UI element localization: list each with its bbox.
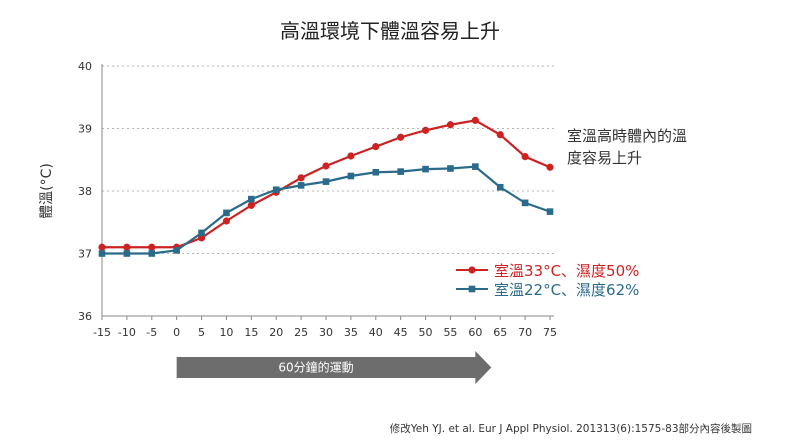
exercise-arrow-shape xyxy=(176,351,492,384)
x-tick-label-15: 15 xyxy=(244,326,258,339)
y-tick-label-39: 39 xyxy=(78,123,92,136)
series-1-point xyxy=(546,163,554,171)
x-tick-label-75: 75 xyxy=(543,326,557,339)
gridlines xyxy=(102,65,554,254)
legend-label-1: 室溫33°C、濕度50% xyxy=(494,262,639,280)
x-tick-label--15: -15 xyxy=(93,326,111,339)
citation: 修改Yeh YJ. et al. Eur J Appl Physiol. 201… xyxy=(390,422,752,435)
series-2-point xyxy=(447,165,454,172)
x-tick-label-50: 50 xyxy=(419,326,433,339)
exercise-arrow-label: 60分鐘的運動 xyxy=(278,360,353,375)
series-1-point xyxy=(98,243,106,251)
y-tick-label-36: 36 xyxy=(78,310,92,323)
series-1-point xyxy=(496,131,504,139)
x-axis-ticks: -15 -10 -5 0 5 10 15 20 25 30 35 40 45 50 55 60 65 70 75 xyxy=(93,316,557,339)
x-tick-label-10: 10 xyxy=(219,326,233,339)
series-1-point xyxy=(322,162,330,170)
series-1-point xyxy=(123,243,131,251)
series-2-point xyxy=(248,195,255,203)
series-1-point xyxy=(372,143,380,151)
series-1-point xyxy=(521,153,529,161)
series-2-point xyxy=(546,208,554,215)
x-tick-label-55: 55 xyxy=(443,326,457,339)
y-tick-label-37: 37 xyxy=(78,248,92,261)
series-2-point xyxy=(148,250,156,257)
x-tick-label-20: 20 xyxy=(269,326,283,339)
x-tick-label-65: 65 xyxy=(493,326,507,339)
x-tick-label-5: 5 xyxy=(198,326,205,339)
series-2-point xyxy=(123,250,131,257)
x-tick-label-40: 40 xyxy=(369,326,383,339)
series-2-point xyxy=(223,209,230,217)
series-2-point xyxy=(422,165,429,173)
series-2-point xyxy=(98,250,106,257)
series-2-point xyxy=(397,168,404,175)
y-tick-label-40: 40 xyxy=(78,60,92,73)
series-1-point xyxy=(222,217,231,225)
series-1-point xyxy=(347,152,355,160)
series-1-point xyxy=(446,121,455,129)
series-2-point xyxy=(272,186,280,194)
series-2-point xyxy=(372,168,380,176)
series-1-point xyxy=(148,243,156,251)
x-tick-label--10: -10 xyxy=(118,326,136,339)
series-2-point xyxy=(297,182,305,189)
chart-title: 高溫環境下體溫容易上升 xyxy=(280,19,500,43)
series-2-point xyxy=(472,163,479,170)
x-tick-label-25: 25 xyxy=(294,326,308,339)
y-axis-ticks: 36 37 38 39 40 xyxy=(78,60,92,323)
x-tick-label--5: -5 xyxy=(146,326,157,339)
x-tick-label-70: 70 xyxy=(518,326,532,339)
annotation-line-1: 室溫高時體內的溫 xyxy=(567,127,687,145)
series-2-point xyxy=(198,229,205,237)
x-tick-label-60: 60 xyxy=(468,326,482,339)
x-tick-label-30: 30 xyxy=(319,326,333,339)
y-axis-label: 體溫(°C) xyxy=(39,163,55,219)
series-1-point xyxy=(421,126,430,134)
series-1-point xyxy=(247,201,255,209)
series-2-point xyxy=(347,172,355,180)
annotation: 室溫高時體內的溫 度容易上升 xyxy=(567,127,687,167)
exercise-arrow: 60分鐘的運動 xyxy=(176,351,492,384)
series-1-point xyxy=(297,174,305,182)
x-tick-label-0: 0 xyxy=(173,326,180,339)
series-2-point xyxy=(496,183,504,191)
legend-label-2: 室溫22°C、濕度62% xyxy=(494,281,639,299)
chart-axes xyxy=(101,64,554,317)
data-series xyxy=(98,116,554,257)
x-tick-label-45: 45 xyxy=(394,326,408,339)
legend: 室溫33°C、濕度50%室溫22°C、濕度62% xyxy=(456,262,639,299)
annotation-line-2: 度容易上升 xyxy=(567,149,642,167)
series-1-point xyxy=(471,116,479,124)
legend-marker-2 xyxy=(468,285,476,293)
x-tick-label-35: 35 xyxy=(344,326,358,339)
series-1-point xyxy=(397,133,405,141)
series-2-point xyxy=(521,199,529,207)
legend-marker-1 xyxy=(468,266,476,274)
series-2-point xyxy=(173,247,180,254)
series-2-point xyxy=(322,178,330,185)
y-tick-label-38: 38 xyxy=(78,185,92,198)
